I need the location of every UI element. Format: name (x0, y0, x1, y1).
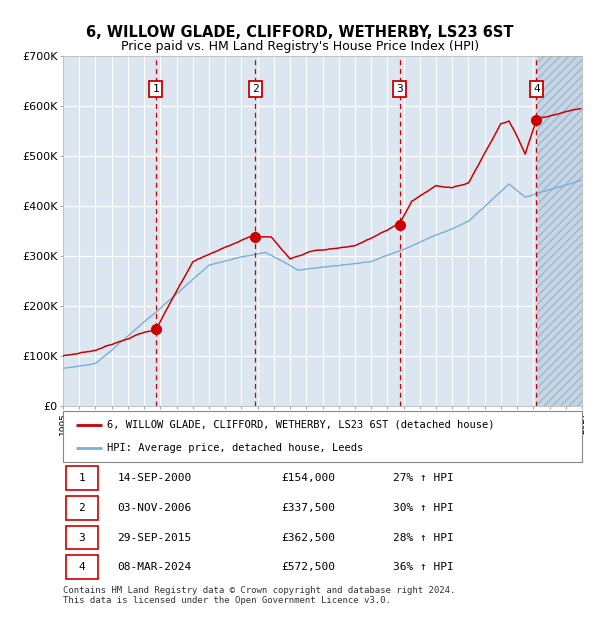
Text: HPI: Average price, detached house, Leeds: HPI: Average price, detached house, Leed… (107, 443, 364, 453)
Text: Price paid vs. HM Land Registry's House Price Index (HPI): Price paid vs. HM Land Registry's House … (121, 40, 479, 53)
Text: £572,500: £572,500 (281, 562, 335, 572)
Text: 03-NOV-2006: 03-NOV-2006 (118, 503, 192, 513)
Text: 3: 3 (79, 533, 85, 542)
Text: £337,500: £337,500 (281, 503, 335, 513)
Text: 4: 4 (79, 562, 85, 572)
Bar (538, 56, 582, 406)
FancyBboxPatch shape (65, 466, 98, 490)
FancyBboxPatch shape (63, 411, 582, 462)
FancyBboxPatch shape (65, 496, 98, 520)
Text: 6, WILLOW GLADE, CLIFFORD, WETHERBY, LS23 6ST (detached house): 6, WILLOW GLADE, CLIFFORD, WETHERBY, LS2… (107, 420, 494, 430)
FancyBboxPatch shape (65, 556, 98, 579)
Text: £362,500: £362,500 (281, 533, 335, 542)
Text: 36% ↑ HPI: 36% ↑ HPI (392, 562, 454, 572)
Text: Contains HM Land Registry data © Crown copyright and database right 2024.
This d: Contains HM Land Registry data © Crown c… (63, 586, 455, 605)
Text: 2: 2 (79, 503, 85, 513)
Text: 3: 3 (396, 84, 403, 94)
Text: 6, WILLOW GLADE, CLIFFORD, WETHERBY, LS23 6ST: 6, WILLOW GLADE, CLIFFORD, WETHERBY, LS2… (86, 25, 514, 40)
FancyBboxPatch shape (65, 526, 98, 549)
Text: £154,000: £154,000 (281, 473, 335, 483)
Text: 29-SEP-2015: 29-SEP-2015 (118, 533, 192, 542)
Text: 30% ↑ HPI: 30% ↑ HPI (392, 503, 454, 513)
Text: 08-MAR-2024: 08-MAR-2024 (118, 562, 192, 572)
Text: 1: 1 (152, 84, 159, 94)
Text: 1: 1 (79, 473, 85, 483)
Text: 27% ↑ HPI: 27% ↑ HPI (392, 473, 454, 483)
Text: 4: 4 (533, 84, 540, 94)
Text: 28% ↑ HPI: 28% ↑ HPI (392, 533, 454, 542)
Text: 14-SEP-2000: 14-SEP-2000 (118, 473, 192, 483)
Text: 2: 2 (251, 84, 259, 94)
